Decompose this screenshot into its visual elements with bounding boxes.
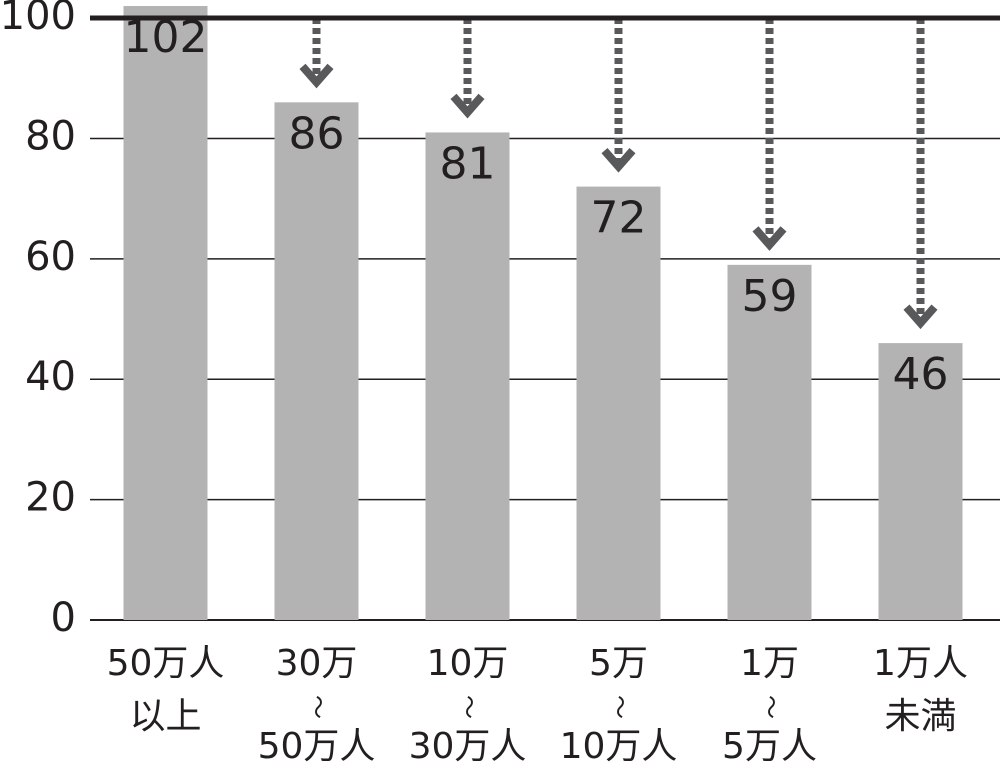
value-label: 46 xyxy=(893,349,949,400)
x-tick-label: 50万人 xyxy=(107,643,225,684)
x-tick-label: 30万人 xyxy=(409,726,527,767)
y-tick-label: 20 xyxy=(25,475,76,521)
x-tick-label: 50万人 xyxy=(258,726,376,767)
value-label: 81 xyxy=(440,138,496,189)
bar xyxy=(576,186,661,621)
x-tick-label: 1万人 xyxy=(873,643,968,684)
x-tick-label: 〜 xyxy=(757,695,785,719)
arrow-head xyxy=(903,304,938,330)
value-label: 59 xyxy=(742,271,798,322)
x-tick-label: 〜 xyxy=(606,695,634,719)
y-tick-label: 0 xyxy=(51,595,76,641)
y-tick-label: 40 xyxy=(25,354,76,400)
arrow-head xyxy=(299,63,334,89)
x-tick-label: 〜 xyxy=(304,695,332,719)
x-tick-label: 1万 xyxy=(740,643,799,684)
value-label: 86 xyxy=(289,108,345,159)
bar xyxy=(425,132,510,620)
bar xyxy=(274,102,359,621)
x-tick-label: 5万 xyxy=(589,643,648,684)
value-label: 72 xyxy=(591,193,647,244)
x-tick-label: 5万人 xyxy=(722,726,817,767)
arrow-head xyxy=(601,147,636,173)
x-tick-label: 以上 xyxy=(129,696,201,737)
x-tick-label: 30万 xyxy=(276,643,358,684)
bar xyxy=(878,343,963,620)
x-tick-label: 10万 xyxy=(427,643,509,684)
value-label: 102 xyxy=(124,12,208,63)
x-tick-label: 未満 xyxy=(884,696,956,737)
y-tick-label: 60 xyxy=(25,234,76,280)
y-tick-label: 80 xyxy=(25,113,76,159)
x-tick-label: 10万人 xyxy=(560,726,678,767)
bar xyxy=(727,264,812,620)
arrow-head xyxy=(752,226,787,251)
y-tick-label: 100 xyxy=(0,0,76,39)
bar xyxy=(123,6,208,621)
x-tick-label: 〜 xyxy=(455,695,483,719)
arrow-head xyxy=(450,93,485,119)
